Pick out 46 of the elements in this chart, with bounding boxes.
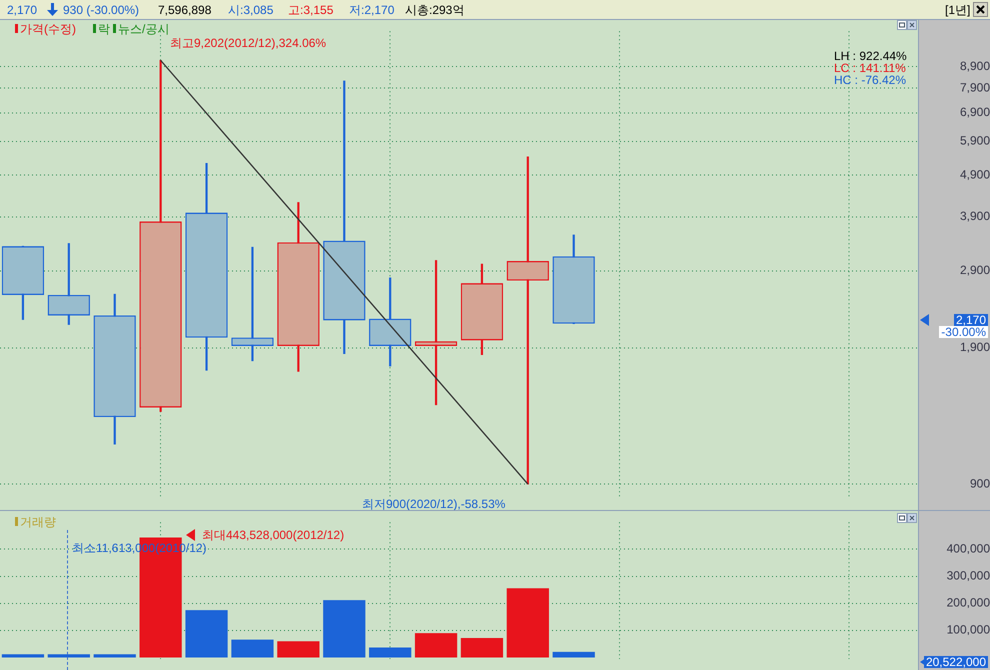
annotation: 거래량 (20, 515, 56, 529)
text: 고:3,155 (288, 3, 334, 17)
y-tick-label: 6,900 (960, 105, 990, 120)
annotation: 가격(수정) (20, 22, 76, 36)
annotation: 최대443,528,000(2012/12) (202, 528, 344, 542)
bar (94, 654, 136, 658)
bar (460, 638, 504, 658)
y-tick-label: 1,900 (960, 340, 990, 354)
y-tick-label: 900 (970, 476, 990, 490)
annotation: 최저900(2020/12),-58.53% (362, 497, 506, 511)
y-tick-label: 8,900 (960, 58, 990, 73)
bar (2, 654, 44, 658)
text: 시총:293억 (405, 3, 464, 17)
annotation: HC : -76.42% (834, 73, 906, 87)
y-tick-label: 5,900 (960, 134, 990, 148)
text: [1년] (945, 3, 970, 17)
text: 930 (-30.00%) (63, 3, 140, 17)
bar (323, 600, 366, 658)
bar (414, 633, 458, 658)
bar (506, 588, 549, 658)
annotation: 뉴스/공시 (118, 22, 170, 36)
text: -30.00% (939, 325, 988, 339)
bar (231, 640, 274, 658)
bar (552, 652, 595, 658)
text: 7,596,898 (158, 3, 212, 17)
text: 2,170 (954, 313, 988, 327)
y-tick-label: 7,900 (960, 80, 990, 94)
annotation: LC : 141.11% (834, 61, 906, 75)
y-tick-label: 2,900 (960, 263, 990, 278)
y-tick-label: 400,000 (946, 542, 990, 556)
bar (185, 610, 228, 658)
y-tick-label: 300,000 (946, 568, 990, 583)
bar (369, 647, 412, 658)
y-tick-label: 4,900 (960, 168, 990, 182)
annotation: LH : 922.44% (834, 49, 907, 63)
bar (277, 641, 320, 658)
text: 시:3,085 (228, 3, 274, 17)
text: 2,170 (7, 3, 38, 17)
annotation: 락 (98, 22, 110, 36)
text: 저:2,170 (349, 3, 394, 17)
y-tick-label: 100,000 (946, 622, 990, 637)
bar (48, 654, 90, 658)
annotation: 최고9,202(2012/12),324.06% (170, 36, 326, 50)
y-tick-label: 200,000 (946, 596, 990, 610)
text: 20,522,000 (924, 655, 988, 669)
y-tick-label: 3,900 (960, 209, 990, 224)
